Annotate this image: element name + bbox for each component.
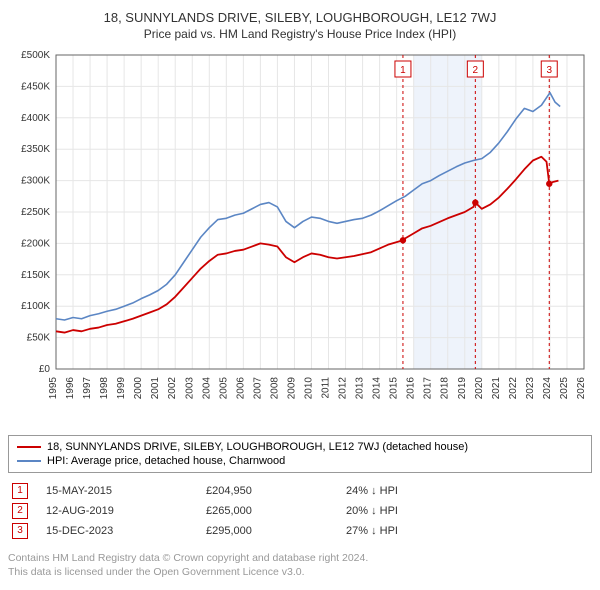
legend-swatch — [17, 460, 41, 462]
sale-price: £204,950 — [206, 481, 346, 501]
legend-label: HPI: Average price, detached house, Char… — [47, 455, 285, 467]
svg-text:£450K: £450K — [21, 81, 50, 92]
sales-row: 2 12-AUG-2019£265,00020% ↓ HPI — [8, 501, 398, 521]
chart-container: £0 £50K £100K £150K £200K £250K £300K £350K £400… — [8, 49, 592, 429]
svg-text:2014: 2014 — [372, 377, 383, 400]
svg-text:2005: 2005 — [218, 377, 229, 400]
legend-row: 18, SUNNYLANDS DRIVE, SILEBY, LOUGHBOROU… — [17, 440, 583, 454]
title-main: 18, SUNNYLANDS DRIVE, SILEBY, LOUGHBOROU… — [8, 10, 592, 25]
sales-row: 1 15-MAY-2015£204,95024% ↓ HPI — [8, 481, 398, 501]
svg-text:£50K: £50K — [27, 333, 51, 344]
svg-text:2009: 2009 — [286, 377, 297, 400]
svg-text:2007: 2007 — [252, 377, 263, 400]
attribution-line: Contains HM Land Registry data © Crown c… — [8, 551, 592, 565]
sale-date: 15-DEC-2023 — [46, 521, 206, 541]
svg-text:£300K: £300K — [21, 176, 50, 187]
svg-text:2017: 2017 — [423, 377, 434, 400]
svg-text:1995: 1995 — [48, 377, 59, 400]
sale-marker: 1 — [12, 483, 28, 499]
svg-text:2003: 2003 — [184, 377, 195, 400]
legend-label: 18, SUNNYLANDS DRIVE, SILEBY, LOUGHBOROU… — [47, 441, 468, 453]
svg-text:1998: 1998 — [99, 377, 110, 400]
sale-date: 15-MAY-2015 — [46, 481, 206, 501]
svg-text:£350K: £350K — [21, 144, 50, 155]
sale-marker: 2 — [12, 503, 28, 519]
svg-text:£100K: £100K — [21, 301, 50, 312]
svg-text:2026: 2026 — [576, 377, 587, 400]
svg-text:3: 3 — [546, 65, 552, 76]
sale-price: £265,000 — [206, 501, 346, 521]
svg-text:2004: 2004 — [201, 377, 212, 400]
legend-row: HPI: Average price, detached house, Char… — [17, 454, 583, 468]
sale-price: £295,000 — [206, 521, 346, 541]
svg-text:1997: 1997 — [82, 377, 93, 400]
svg-text:2006: 2006 — [235, 377, 246, 400]
attribution: Contains HM Land Registry data © Crown c… — [8, 551, 592, 579]
svg-text:2023: 2023 — [525, 377, 536, 400]
sale-delta: 27% ↓ HPI — [346, 521, 398, 541]
svg-text:2016: 2016 — [406, 377, 417, 400]
svg-text:£0: £0 — [39, 364, 51, 375]
svg-text:2015: 2015 — [389, 377, 400, 400]
svg-text:2022: 2022 — [508, 377, 519, 400]
legend-swatch — [17, 446, 41, 448]
sale-delta: 20% ↓ HPI — [346, 501, 398, 521]
svg-text:£150K: £150K — [21, 270, 50, 281]
svg-text:2020: 2020 — [474, 377, 485, 400]
sale-marker: 3 — [12, 523, 28, 539]
title-sub: Price paid vs. HM Land Registry's House … — [8, 27, 592, 41]
svg-text:£500K: £500K — [21, 50, 50, 61]
attribution-line: This data is licensed under the Open Gov… — [8, 565, 592, 579]
svg-text:2012: 2012 — [338, 377, 349, 400]
svg-text:2002: 2002 — [167, 377, 178, 400]
svg-text:2018: 2018 — [440, 377, 451, 400]
svg-text:1996: 1996 — [65, 377, 76, 400]
svg-text:2011: 2011 — [321, 377, 332, 399]
price-chart: £0 £50K £100K £150K £200K £250K £300K £350K £400… — [8, 49, 592, 429]
sale-delta: 24% ↓ HPI — [346, 481, 398, 501]
svg-text:2025: 2025 — [559, 377, 570, 400]
svg-text:2024: 2024 — [542, 377, 553, 400]
svg-text:2000: 2000 — [133, 377, 144, 400]
sales-row: 3 15-DEC-2023£295,00027% ↓ HPI — [8, 521, 398, 541]
sales-table: 1 15-MAY-2015£204,95024% ↓ HPI 2 12-AUG-201… — [8, 481, 398, 541]
svg-text:2021: 2021 — [491, 377, 502, 400]
svg-text:1: 1 — [400, 65, 406, 76]
svg-text:2001: 2001 — [150, 377, 161, 400]
svg-text:1999: 1999 — [116, 377, 127, 400]
svg-text:£200K: £200K — [21, 238, 50, 249]
svg-text:2008: 2008 — [269, 377, 280, 400]
legend-box: 18, SUNNYLANDS DRIVE, SILEBY, LOUGHBOROU… — [8, 435, 592, 473]
svg-text:2019: 2019 — [457, 377, 468, 400]
svg-text:2013: 2013 — [355, 377, 366, 400]
svg-text:£400K: £400K — [21, 113, 50, 124]
svg-text:2010: 2010 — [303, 377, 314, 400]
svg-text:2: 2 — [473, 65, 479, 76]
svg-text:£250K: £250K — [21, 207, 50, 218]
sale-date: 12-AUG-2019 — [46, 501, 206, 521]
